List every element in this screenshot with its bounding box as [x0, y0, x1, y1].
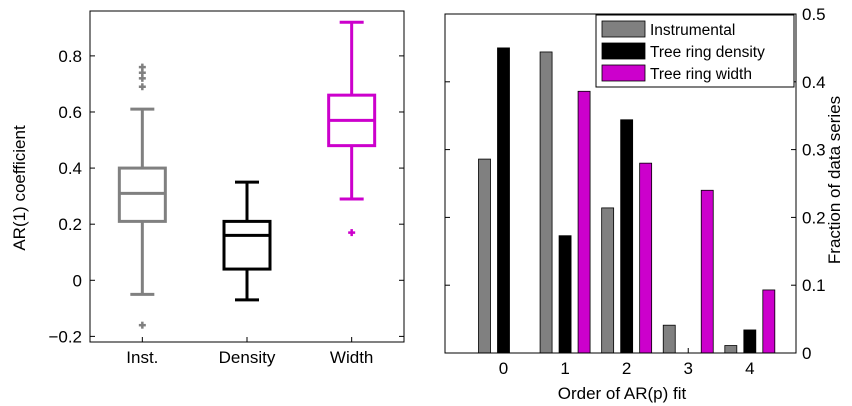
bar-chart-frame	[444, 13, 797, 354]
bar-tree-ring-density-0	[497, 47, 510, 354]
legend-label: Tree ring width	[650, 66, 752, 83]
boxplot-y-tick-label: 0.4	[58, 159, 82, 178]
boxplot-panel: −0.2 0 0.2 0.4 0.6 0.8 Inst. Density Width AR(1…	[10, 10, 405, 367]
outlier-marker	[138, 83, 146, 91]
bar-tree-ring-width-1	[577, 90, 591, 354]
outlier-marker	[138, 321, 146, 329]
legend-label: Tree ring density	[650, 44, 765, 61]
bar-chart-y-tick-label: 0.5	[802, 5, 826, 24]
legend-label: Instrumental	[650, 22, 735, 39]
bar-instrumental-1	[539, 51, 553, 354]
box-iqr	[222, 219, 272, 271]
boxplot-y-tick-label: 0.2	[58, 215, 82, 234]
boxplot-y-ticks: −0.2 0 0.2 0.4 0.6 0.8	[48, 47, 404, 346]
bar-chart-y-axis-label: Fraction of data series	[825, 96, 844, 264]
bar-instrumental-3	[662, 324, 676, 354]
legend-item: Tree ring density	[601, 42, 765, 61]
boxplot-y-tick-label: 0	[73, 271, 82, 290]
boxplot-x-tick-label: Width	[330, 348, 373, 367]
bar-instrumental-2	[601, 207, 615, 354]
outlier-marker	[138, 63, 146, 71]
boxplot-x-ticks: Inst. Density Width	[126, 337, 373, 367]
bar-instrumental-0	[478, 158, 491, 354]
boxplot-boxes	[117, 20, 377, 329]
bar-chart-x-tick-label: 2	[622, 359, 631, 378]
bar-instrumental-4	[724, 345, 738, 354]
bar-chart-legend: Instrumental Tree ring density Tree ring w…	[595, 14, 795, 88]
bar-chart-y-tick-label: 0.3	[802, 141, 826, 160]
box-density	[222, 180, 272, 302]
boxplot-y-axis-label: AR(1) coefficient	[10, 125, 29, 251]
box-inst	[117, 63, 167, 329]
bar-chart-y-tick-label: 0	[802, 344, 811, 363]
bar-tree-ring-density-2	[620, 119, 634, 354]
boxplot-y-tick-label: 0.8	[58, 47, 82, 66]
boxplot-x-tick-label: Inst.	[126, 348, 158, 367]
bar-tree-ring-width-2	[639, 162, 653, 354]
legend-item: Tree ring width	[601, 64, 752, 83]
bar-chart-x-tick-label: 3	[684, 359, 693, 378]
boxplot-y-tick-label: −0.2	[48, 327, 82, 346]
bar-chart-x-tick-label: 4	[745, 359, 754, 378]
legend-swatch	[601, 42, 646, 60]
boxplot-x-tick-label: Density	[219, 348, 276, 367]
bar-chart-x-tick-label: 1	[560, 359, 569, 378]
bar-chart-y-ticks: 0 0.1 0.2 0.3 0.4 0.5	[445, 5, 826, 363]
bar-tree-ring-density-1	[558, 235, 572, 354]
bar-chart-x-tick-label: 0	[499, 359, 508, 378]
bar-chart-x-ticks: 0 1 2 3 4	[499, 348, 755, 378]
bar-chart-x-axis-label: Order of AR(p) fit	[558, 384, 687, 403]
bar-tree-ring-width-3	[700, 189, 714, 354]
legend-item: Instrumental	[601, 20, 735, 39]
box-width	[327, 20, 377, 237]
boxplot-y-tick-label: 0.6	[58, 103, 82, 122]
bar-chart-y-tick-label: 0.1	[802, 276, 826, 295]
bar-chart-panel: 0 0.1 0.2 0.3 0.4 0.5 0 1 2 3 4 Order of AR(p) fi…	[444, 5, 844, 403]
outlier-marker	[348, 229, 356, 237]
legend-swatch	[601, 64, 646, 82]
bar-tree-ring-width-4	[762, 289, 776, 354]
bar-chart-y-tick-label: 0.4	[802, 73, 826, 92]
bar-chart-bars	[478, 47, 776, 354]
legend-swatch	[601, 20, 646, 38]
bar-chart-y-tick-label: 0.2	[802, 208, 826, 227]
